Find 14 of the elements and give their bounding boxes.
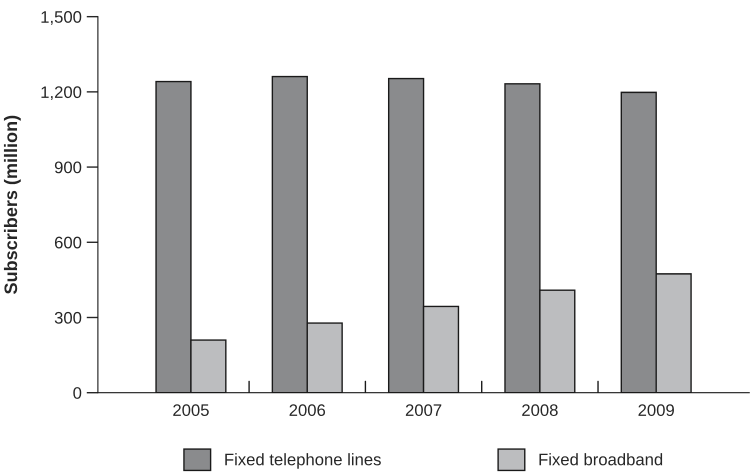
x-tick-label: 2007 bbox=[406, 404, 442, 416]
x-tick-label: 2009 bbox=[638, 404, 674, 416]
y-tick-label: 300 bbox=[54, 312, 82, 324]
legend-label: Fixed telephone lines bbox=[225, 453, 381, 469]
legend-label: Fixed broadband bbox=[539, 453, 662, 466]
x-tick-label: 2008 bbox=[522, 404, 558, 416]
y-tick-label: 900 bbox=[54, 161, 82, 174]
y-tick-label: 600 bbox=[54, 236, 82, 248]
y-axis-title: Subscribers (million) bbox=[4, 116, 21, 294]
y-tick-label: 1,200 bbox=[41, 86, 82, 100]
x-tick-label: 2006 bbox=[290, 404, 326, 416]
y-tick-label: 0 bbox=[73, 387, 82, 399]
x-tick-label: 2005 bbox=[173, 404, 209, 416]
y-tick-label: 1,500 bbox=[41, 11, 82, 25]
